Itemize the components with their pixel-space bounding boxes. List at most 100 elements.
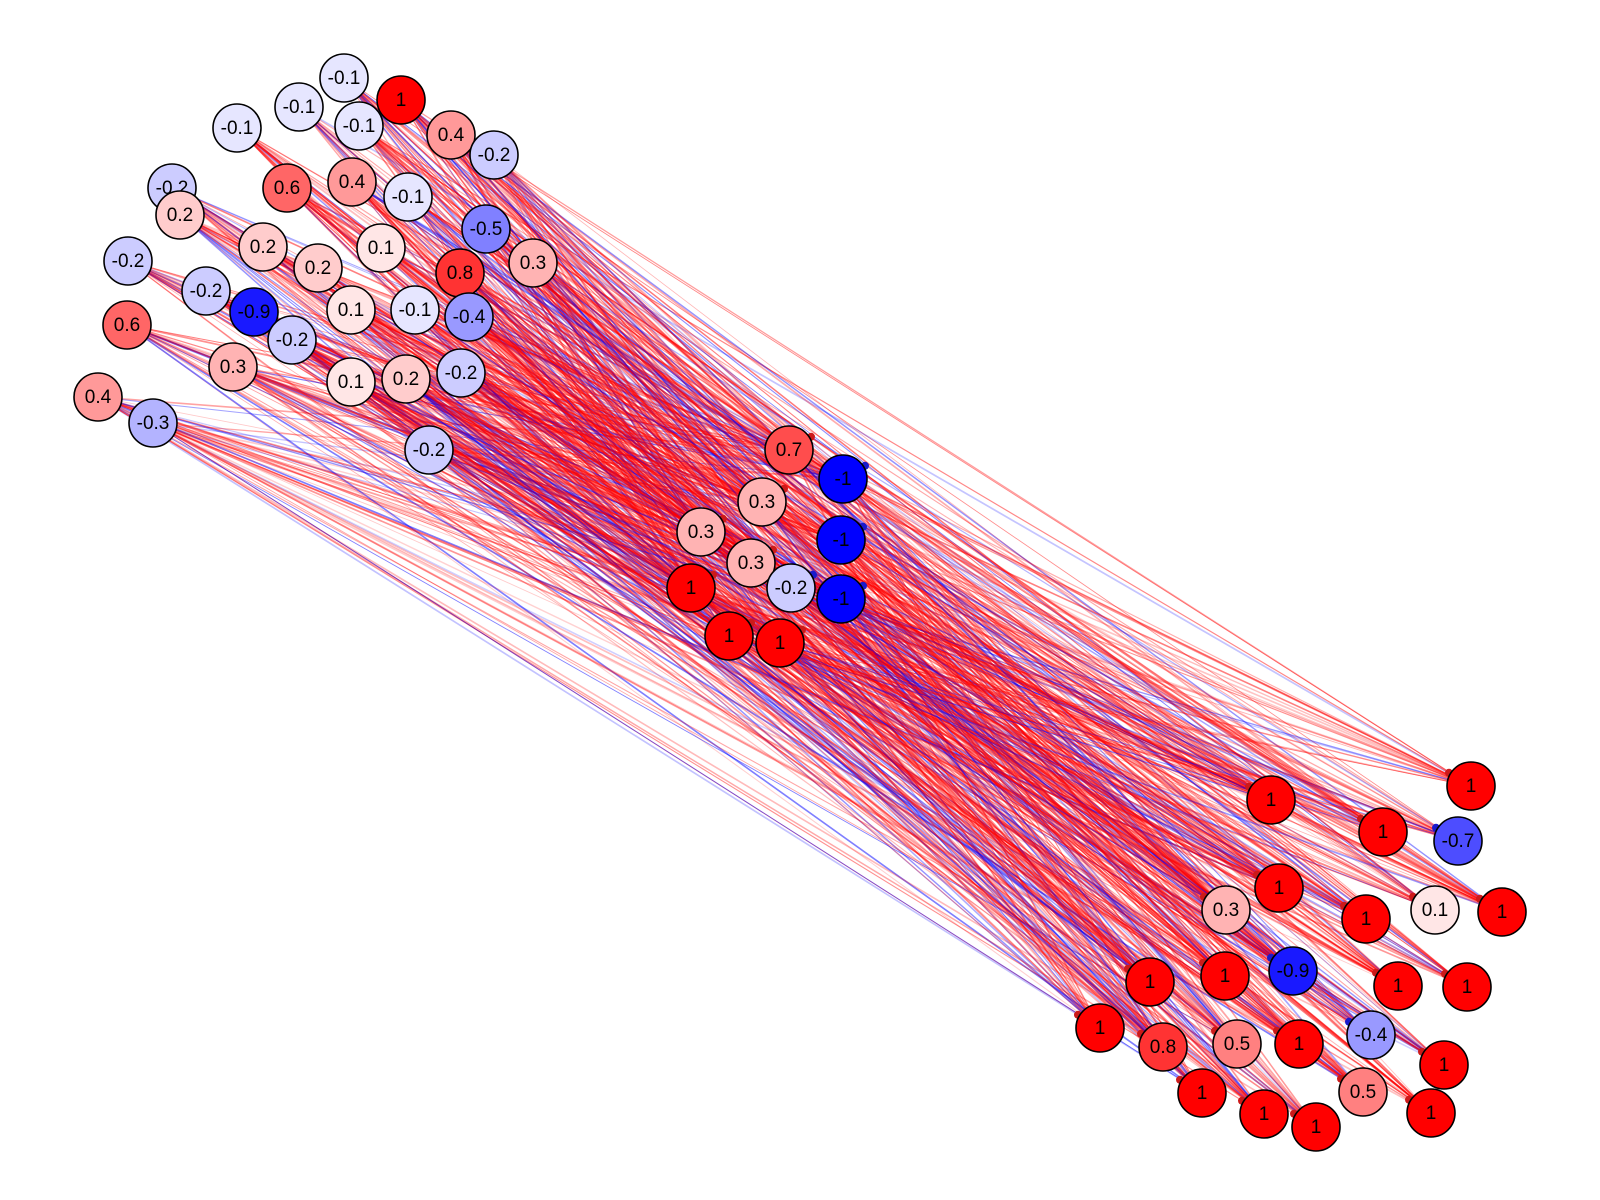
network-node[interactable]: 1 (1341, 894, 1391, 944)
node-circle (1373, 961, 1423, 1011)
network-node[interactable]: 1 (755, 618, 805, 668)
edge (253, 311, 763, 503)
network-node[interactable]: 0.1 (326, 357, 376, 407)
edge (493, 154, 1226, 977)
edge (97, 396, 1294, 972)
edge (459, 272, 1468, 988)
network-node[interactable]: -0.9 (229, 287, 279, 337)
node-label: -1 (833, 530, 850, 551)
network-node[interactable]: 1 (1358, 807, 1408, 857)
network-node[interactable]: -0.2 (469, 130, 519, 180)
edge (97, 396, 1164, 1048)
network-node[interactable]: 1 (704, 611, 754, 661)
network-node[interactable]: -0.2 (103, 236, 153, 286)
network-node[interactable]: 1 (1446, 761, 1496, 811)
network-node[interactable]: 0.3 (726, 538, 776, 588)
edge (840, 598, 1436, 911)
edge (428, 449, 1151, 983)
network-node[interactable]: 1 (1291, 1102, 1341, 1152)
network-node[interactable]: 0.7 (764, 425, 814, 475)
edge (152, 422, 1472, 787)
network-node[interactable]: -0.3 (128, 398, 178, 448)
network-node[interactable]: 1 (1419, 1040, 1469, 1090)
network-node[interactable]: -0.2 (766, 563, 816, 613)
network-node[interactable]: 1 (1246, 775, 1296, 825)
network-node[interactable]: 0.2 (381, 354, 431, 404)
network-node[interactable]: 0.5 (1212, 1019, 1262, 1069)
network-node[interactable]: 0.1 (356, 223, 406, 273)
network-node[interactable]: 0.8 (435, 248, 485, 298)
network-node[interactable]: -0.1 (274, 82, 324, 132)
network-node[interactable]: 0.8 (1138, 1022, 1188, 1072)
network-node[interactable]: -0.1 (334, 101, 384, 151)
edge (779, 642, 1472, 787)
edge (400, 99, 1364, 1093)
network-node[interactable]: -0.4 (444, 292, 494, 342)
network-node[interactable]: 0.6 (262, 163, 312, 213)
network-node[interactable]: 1 (1274, 1019, 1324, 1069)
network-node[interactable]: -0.9 (1268, 946, 1318, 996)
edge (400, 99, 781, 644)
node-circle (262, 163, 312, 213)
network-node[interactable]: 1 (1442, 962, 1492, 1012)
node-circle (128, 398, 178, 448)
network-node[interactable]: 0.3 (1201, 885, 1251, 935)
network-node[interactable]: 1 (1254, 863, 1304, 913)
edge (728, 635, 1364, 1093)
network-node[interactable]: -0.2 (436, 348, 486, 398)
network-node[interactable]: -0.1 (319, 53, 369, 103)
network-node[interactable]: 0.3 (508, 238, 558, 288)
network-node[interactable]: -0.5 (461, 204, 511, 254)
network-node[interactable]: -0.1 (383, 172, 433, 222)
network-node[interactable]: 0.3 (676, 507, 726, 557)
network-node[interactable]: -0.4 (1346, 1010, 1396, 1060)
network-node[interactable]: -0.7 (1433, 816, 1483, 866)
edge (761, 501, 1472, 787)
network-node[interactable]: 1 (1373, 961, 1423, 1011)
node-circle (666, 563, 716, 613)
network-node[interactable]: 0.1 (1410, 885, 1460, 935)
network-node[interactable]: -1 (818, 454, 868, 504)
edge (728, 635, 1203, 1094)
node-circle (1254, 863, 1304, 913)
network-node[interactable]: -0.2 (404, 425, 454, 475)
edge (840, 598, 1503, 913)
network-node[interactable]: 1 (1177, 1068, 1227, 1118)
edge (343, 77, 752, 564)
network-node[interactable]: 1 (1477, 887, 1527, 937)
network-node[interactable]: -1 (816, 515, 866, 565)
network-node[interactable]: 1 (1239, 1089, 1289, 1139)
edge (532, 262, 1468, 988)
network-node[interactable]: -1 (816, 574, 866, 624)
network-node[interactable]: 0.1 (326, 285, 376, 335)
network-node[interactable]: 0.4 (327, 157, 377, 207)
edge (400, 99, 1472, 787)
edge (779, 642, 1272, 801)
network-node[interactable]: 0.3 (208, 342, 258, 392)
node-circle (1125, 957, 1175, 1007)
network-node[interactable]: 1 (376, 75, 426, 125)
network-node[interactable]: 0.5 (1338, 1067, 1388, 1117)
network-node[interactable]: 0.6 (102, 300, 152, 350)
network-node[interactable]: -0.2 (267, 315, 317, 365)
network-node[interactable]: 1 (1075, 1003, 1125, 1053)
edge (152, 422, 692, 589)
network-node[interactable]: 1 (1200, 951, 1250, 1001)
network-node[interactable]: -0.1 (212, 103, 262, 153)
network-node[interactable]: 0.2 (293, 243, 343, 293)
node-circle (326, 357, 376, 407)
node-label: -0.9 (238, 302, 271, 323)
network-node[interactable]: 1 (1125, 957, 1175, 1007)
network-node[interactable]: -0.2 (181, 266, 231, 316)
node-circle (1338, 1067, 1388, 1117)
network-node[interactable]: 0.4 (73, 372, 123, 422)
network-node[interactable]: 0.4 (426, 110, 476, 160)
edge (407, 196, 1503, 913)
network-node[interactable]: 0.3 (737, 477, 787, 527)
edge (405, 378, 1445, 1066)
network-node[interactable]: -0.1 (390, 285, 440, 335)
network-node[interactable]: 1 (1406, 1088, 1456, 1138)
network-node[interactable]: 1 (666, 563, 716, 613)
network-node[interactable]: 0.2 (155, 190, 205, 240)
network-node[interactable]: 0.2 (238, 222, 288, 272)
